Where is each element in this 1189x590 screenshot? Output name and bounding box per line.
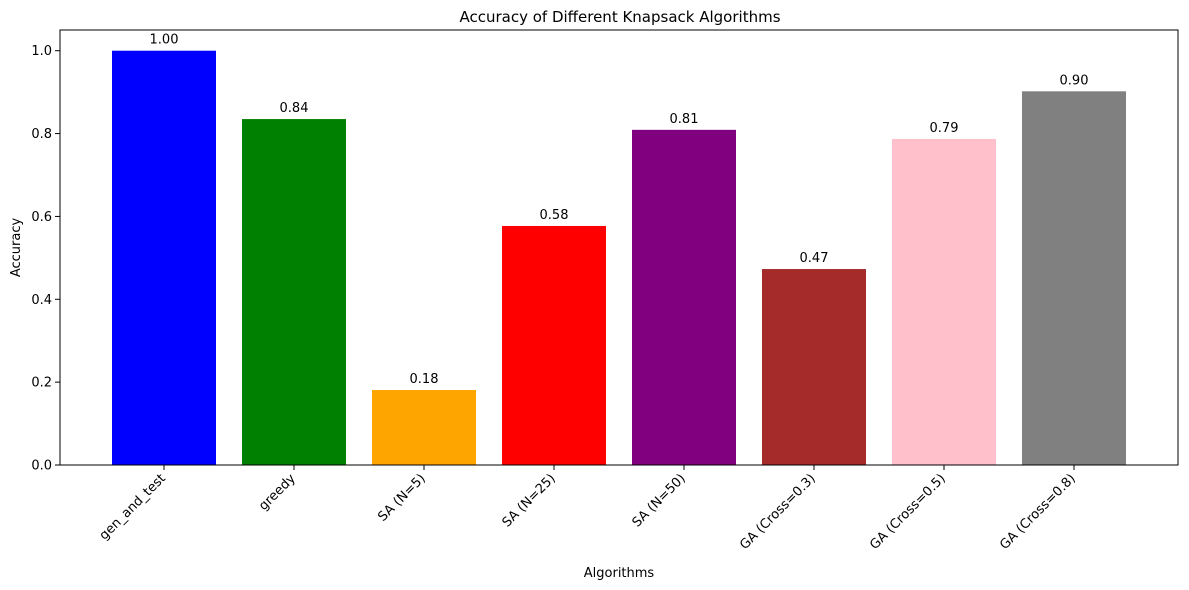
bar-7: [1022, 91, 1126, 465]
bar-1: [242, 119, 346, 465]
data-label-4: 0.81: [670, 112, 699, 127]
y-tick-label-3: 0.6: [31, 210, 52, 225]
y-tick-label-1: 0.2: [31, 376, 52, 391]
y-tick-label-0: 0.0: [31, 459, 52, 474]
bars-group: [112, 50, 1126, 466]
chart-title: Accuracy of Different Knapsack Algorithm…: [459, 8, 780, 26]
bar-0: [112, 50, 216, 466]
plot-frame: [59, 29, 1179, 466]
data-label-1: 0.84: [280, 101, 309, 116]
y-tick-label-4: 0.8: [31, 127, 52, 142]
data-label-0: 1.00: [150, 33, 179, 48]
y-axis-title: Accuracy: [9, 218, 24, 278]
bar-2: [372, 390, 476, 465]
data-labels-group: 1.00 0.84 0.18 0.58 0.81 0.47 0.79 0.90: [150, 33, 1089, 387]
y-axis: 0.0 0.2 0.4 0.6 0.8 1.0: [31, 44, 60, 474]
y-tick-label-2: 0.4: [31, 293, 52, 308]
x-axis-title: Algorithms: [584, 566, 655, 581]
data-label-7: 0.90: [1060, 73, 1089, 88]
data-label-5: 0.47: [800, 251, 829, 266]
data-label-3: 0.58: [540, 208, 569, 223]
bar-4: [632, 129, 736, 465]
data-label-2: 0.18: [410, 372, 439, 387]
data-label-6: 0.79: [930, 121, 959, 136]
bar-6: [892, 138, 996, 465]
bar-5: [762, 269, 866, 465]
y-tick-label-5: 1.0: [31, 44, 52, 59]
bar-3: [502, 225, 606, 465]
